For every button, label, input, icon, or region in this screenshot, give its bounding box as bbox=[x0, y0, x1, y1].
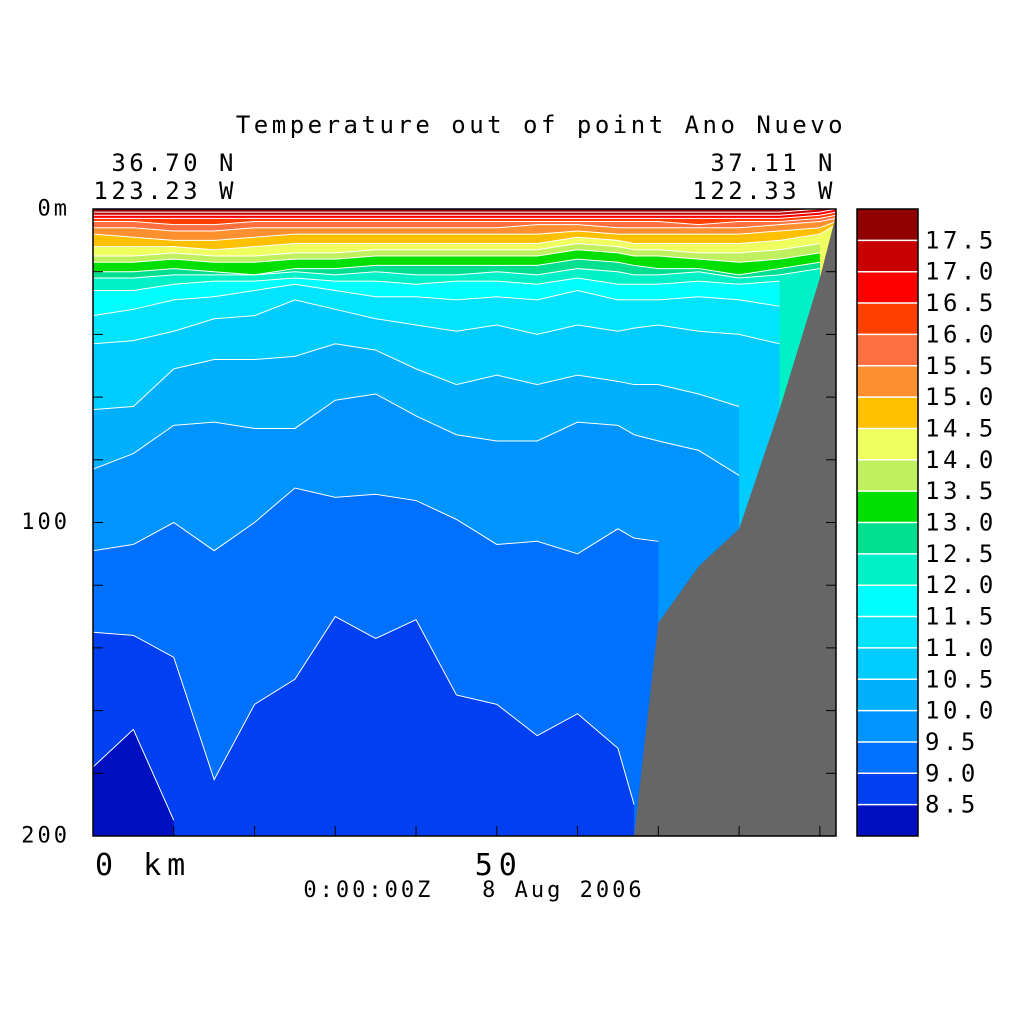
colorbar-label: 13.0 bbox=[925, 509, 997, 537]
contour-fill bbox=[93, 729, 174, 836]
colorbar-label: 14.5 bbox=[925, 414, 997, 442]
isotherm bbox=[93, 221, 836, 241]
colorbar-label: 9.5 bbox=[925, 728, 979, 756]
isotherm bbox=[93, 487, 659, 555]
colorbar-swatch bbox=[857, 647, 918, 680]
contour-fill bbox=[93, 616, 635, 836]
colorbar-swatch bbox=[857, 365, 918, 398]
colorbar-label: 17.5 bbox=[925, 226, 997, 254]
colorbar-label: 12.5 bbox=[925, 540, 997, 568]
colorbar-swatch bbox=[857, 679, 918, 711]
isotherm bbox=[93, 249, 820, 263]
isotherm bbox=[93, 728, 175, 821]
timestamp: 0:00:00Z 8 Aug 2006 bbox=[303, 878, 644, 903]
x-tick-label: 50 bbox=[475, 848, 523, 883]
colorbar-swatch bbox=[857, 522, 918, 554]
colorbar-frame bbox=[856, 208, 919, 837]
isotherm bbox=[93, 242, 820, 257]
colorbar-label: 10.5 bbox=[925, 665, 997, 693]
colorbar-swatch bbox=[857, 397, 918, 429]
colorbar-label: 13.5 bbox=[925, 477, 997, 505]
colorbar-swatch bbox=[857, 804, 918, 836]
colorbar-swatch bbox=[857, 585, 918, 617]
isotherm bbox=[93, 224, 836, 251]
colorbar-swatch bbox=[857, 491, 918, 523]
colorbar-swatch bbox=[857, 303, 918, 335]
colorbar-label: 15.0 bbox=[925, 383, 997, 411]
colorbar-swatch bbox=[857, 459, 918, 492]
isotherm bbox=[93, 283, 780, 317]
colorbar-label: 17.0 bbox=[925, 258, 997, 286]
colorbar-swatch bbox=[857, 553, 918, 586]
isotherm bbox=[93, 214, 836, 226]
colorbar-label: 14.0 bbox=[925, 446, 997, 474]
isotherm bbox=[93, 209, 836, 213]
chart-title: Temperature out of point Ano Nuevo bbox=[236, 111, 846, 139]
colorbar-swatch bbox=[857, 428, 918, 460]
isotherm bbox=[93, 299, 780, 345]
isotherm bbox=[93, 217, 836, 232]
colorbar-swatch bbox=[857, 710, 918, 742]
y-tick-label: 200 bbox=[21, 824, 70, 849]
left-latitude: 36.70 N bbox=[111, 149, 237, 177]
colorbar-label: 12.0 bbox=[925, 571, 997, 599]
colorbar-swatch bbox=[857, 209, 918, 241]
isotherm bbox=[93, 615, 635, 805]
colorbar-swatch bbox=[857, 334, 918, 366]
colorbar-swatch bbox=[857, 271, 918, 304]
y-tick-label: 0m bbox=[38, 197, 71, 222]
land bbox=[634, 215, 836, 836]
colorbar-label: 9.0 bbox=[925, 759, 979, 787]
isotherm bbox=[93, 209, 836, 216]
colorbar-swatch bbox=[857, 773, 918, 805]
colorbar-swatch bbox=[857, 240, 918, 272]
y-tick-label: 100 bbox=[21, 510, 70, 535]
axes: 8.5 9.0 9.5 10.0 10.5 11.0 11.5 12.0 12.5 13.0 13.… bbox=[21, 197, 997, 884]
isotherm bbox=[93, 258, 820, 276]
isotherm bbox=[93, 393, 740, 476]
colorbar-label: 15.5 bbox=[925, 352, 997, 380]
colorbar-label: 11.5 bbox=[925, 603, 997, 631]
colorbar-label: 10.0 bbox=[925, 697, 997, 725]
x-tick-label: 0 km bbox=[95, 848, 191, 883]
right-latitude: 37.11 N bbox=[710, 149, 836, 177]
colorbar-label: 16.0 bbox=[925, 320, 997, 348]
isotherm bbox=[93, 211, 836, 219]
left-longitude: 123.23 W bbox=[93, 177, 237, 205]
isotherm bbox=[93, 277, 780, 292]
colorbar-swatch bbox=[857, 616, 918, 648]
right-longitude: 122.33 W bbox=[692, 177, 836, 205]
plot-area bbox=[93, 209, 836, 836]
colorbar-label: 16.5 bbox=[925, 289, 997, 317]
isotherm bbox=[93, 268, 820, 279]
colorbar-label: 11.0 bbox=[925, 634, 997, 662]
colorbar-swatch bbox=[857, 741, 918, 774]
colorbar-label: 8.5 bbox=[925, 791, 979, 819]
isotherm bbox=[93, 343, 740, 411]
